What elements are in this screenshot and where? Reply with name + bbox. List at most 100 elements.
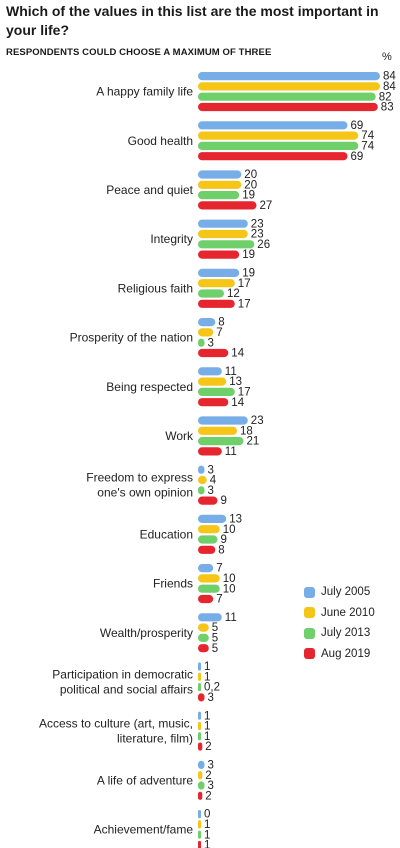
value-label: 17 [238,278,251,290]
value-label: 19 [242,268,255,280]
bar [198,732,201,741]
value-label: 0,2 [204,682,220,694]
value-label: 10 [223,583,236,595]
value-label: 2 [205,741,211,753]
category-label: political and social affairs [60,683,193,697]
category-label: Religious faith [118,281,193,295]
value-label: 10 [223,573,236,585]
bar [198,781,205,790]
bar [198,387,235,396]
category-label: Peace and quiet [106,183,193,197]
bar [198,318,216,327]
value-label: 84 [383,71,396,83]
bar [198,102,378,112]
value-label: 23 [251,229,264,241]
value-label: 7 [216,327,222,339]
bar [198,121,348,130]
value-label: 23 [251,218,264,230]
bar [198,810,201,819]
bar [198,201,257,210]
bar [198,191,240,200]
bar [198,268,240,277]
category-label: Access to culture (art, music, [39,717,193,731]
legend-label: Aug 2019 [321,647,371,660]
legend-item: Aug 2019 [304,644,375,665]
legend-swatch [304,586,315,598]
legend-label: July 2013 [321,627,371,640]
value-label: 13 [229,514,242,526]
unit-label: % [382,51,392,63]
value-label: 7 [216,563,222,575]
bar [198,830,201,839]
value-label: 84 [383,81,396,93]
legend-item: July 2005 [304,582,375,603]
bar [198,92,376,101]
bar [198,377,227,386]
bar [198,840,201,848]
value-label: 1 [204,840,210,848]
value-label: 11 [225,446,237,458]
bar [198,644,209,653]
value-label: 1 [204,819,210,831]
bar [198,240,255,249]
bar [198,82,380,91]
value-label: 1 [204,671,210,683]
value-label: 17 [238,298,251,310]
bar [198,525,220,534]
bar [198,426,237,435]
legend-label: July 2005 [321,586,371,599]
legend-item: July 2013 [304,623,375,644]
category-label: A happy family life [96,85,193,99]
bar [198,250,240,259]
bar [198,229,248,239]
value-label: 3 [208,692,214,704]
bar [198,633,209,642]
category-label: Wealth/prosperity [100,626,193,640]
category-label: Work [165,429,194,443]
value-label: 27 [260,200,273,212]
value-label: 21 [247,436,260,448]
legend-label: June 2010 [321,606,375,619]
bar [198,486,205,495]
bar [198,465,205,474]
bar [198,437,244,446]
bar [198,367,222,376]
value-label: 0 [204,809,210,821]
bar [198,338,205,347]
bar [198,545,216,554]
category-label: Education [140,527,193,541]
bar [198,279,235,288]
value-label: 69 [351,120,364,132]
value-label: 13 [229,376,242,388]
value-label: 20 [244,169,257,181]
bar [198,683,201,692]
bar [198,496,218,505]
value-label: 14 [231,348,244,360]
bar [198,289,224,298]
bar [198,711,201,720]
bar [198,791,203,800]
bar [198,299,235,308]
value-label: 17 [238,387,251,399]
bar [198,574,220,583]
bar [198,721,201,731]
bar [198,447,222,456]
bar [198,141,359,150]
value-label: 5 [212,633,218,645]
value-label: 1 [204,829,210,841]
chart-legend: July 2005 June 2010 July 2013 Aug 2019 [304,582,375,664]
value-label: 3 [208,337,214,349]
value-label: 9 [221,495,227,507]
category-label: Achievement/fame [94,823,194,837]
category-label: literature, film) [117,732,193,746]
value-label: 23 [251,415,264,427]
value-label: 2 [205,790,211,802]
value-label: 1 [204,710,210,722]
category-label: Freedom to express [86,471,193,485]
value-label: 20 [244,179,257,191]
bar [198,348,229,358]
value-label: 1 [204,661,210,673]
value-label: 8 [218,317,224,329]
bar [198,564,214,573]
bar [198,170,242,179]
